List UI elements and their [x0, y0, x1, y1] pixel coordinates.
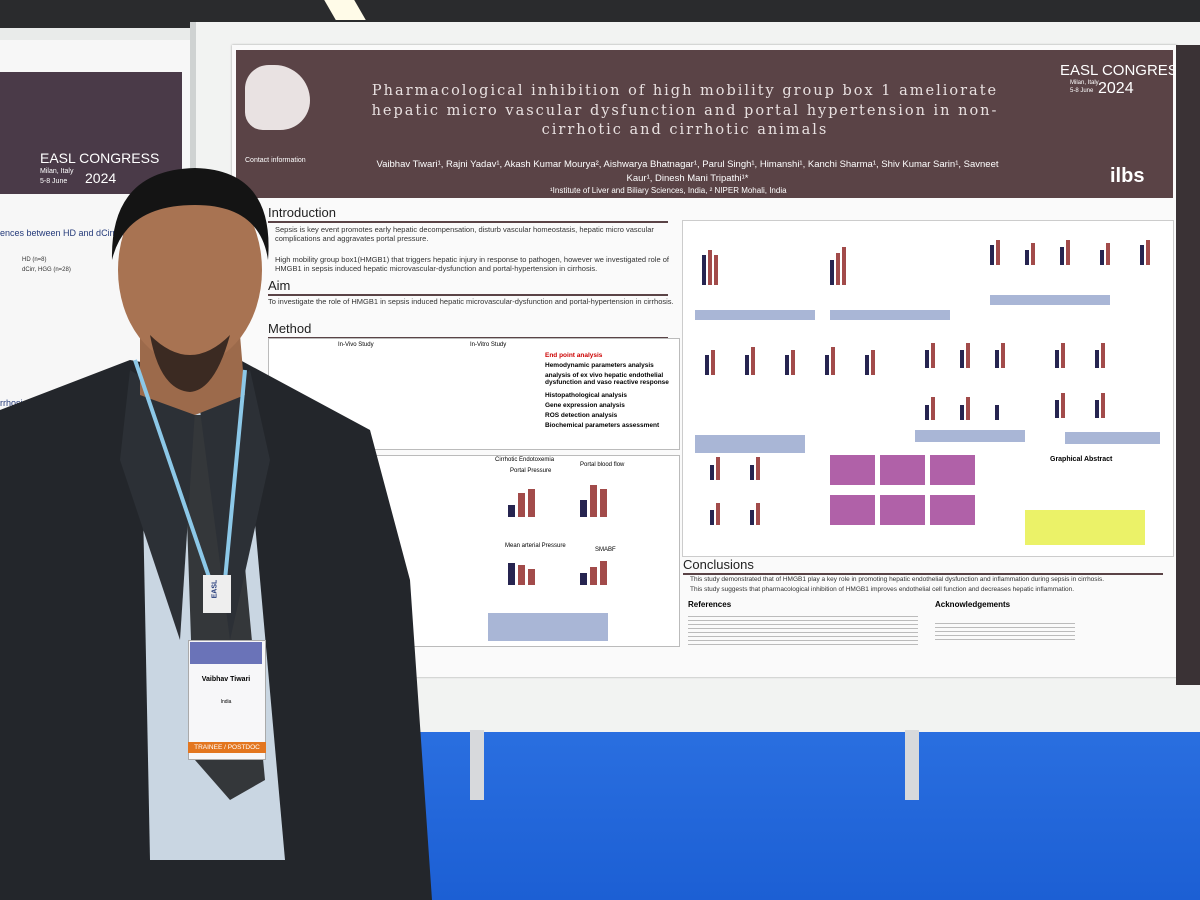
- badge-event: EASL: [211, 579, 219, 599]
- poster-year: 2024: [1098, 80, 1134, 97]
- lapel: [120, 370, 195, 640]
- section-heading: Method: [268, 321, 668, 339]
- left-dates: 5-8 June: [40, 178, 68, 185]
- poster-header: [236, 50, 1173, 198]
- conclusion-item: This study demonstrated that of HMGB1 pl…: [690, 576, 1105, 583]
- intro-text: High mobility group box1(HMGB1) that tri…: [275, 255, 669, 273]
- ack-lines: [935, 620, 1075, 642]
- badge-clip: [203, 575, 231, 613]
- poster-dates: 5-8 June: [1070, 88, 1094, 94]
- badge-role: TRAINEE / POSTDOC: [188, 742, 266, 754]
- board-leg: [905, 730, 919, 800]
- face: [118, 175, 262, 365]
- endpoint: Biochemical parameters assessment: [545, 422, 660, 429]
- endpoint: ROS detection analysis: [545, 412, 618, 419]
- blue-floor: [380, 728, 1200, 900]
- hair: [111, 168, 269, 260]
- poster-place: Milan, Italy: [1070, 80, 1099, 86]
- badge-country: India: [220, 699, 232, 705]
- in-vitro: In-Vitro Study: [470, 342, 507, 348]
- endpoint: End point analysis: [545, 352, 603, 359]
- person: [0, 168, 432, 900]
- endpoint: Gene expression analysis: [545, 402, 625, 409]
- endpoint: analysis of ex vivo hepatic endothelial …: [545, 372, 669, 387]
- section-heading: Conclusions: [683, 557, 1163, 575]
- references: References: [688, 600, 732, 609]
- section-heading: Aim: [268, 278, 668, 296]
- board-leg: [470, 730, 484, 800]
- affiliation: ¹Institute of Liver and Biliary Sciences…: [550, 186, 787, 195]
- results-panel: [682, 220, 1174, 557]
- side-strip: [1176, 45, 1200, 685]
- badge-name: Vaibhav Tiwari: [201, 676, 251, 683]
- left-place: Milan, Italy: [40, 168, 74, 175]
- endpoint: Histopathological analysis: [545, 392, 627, 399]
- badge-header: [190, 642, 262, 664]
- poster-title: Pharmacological inhibition of high mobil…: [371, 83, 999, 139]
- result-bars: [508, 485, 607, 585]
- panel-title: SMABF: [595, 547, 616, 553]
- authors: Vaibhav Tiwari¹, Rajni Yadav¹, Akash Kum…: [376, 159, 999, 185]
- panel-title: Portal Pressure: [510, 468, 552, 474]
- results-heading: Cirrhotic Endotoxemia: [495, 457, 555, 463]
- in-vivo: In-Vivo Study: [338, 342, 374, 348]
- left-poster-header: [0, 72, 182, 194]
- left-legend: dCirr, HGG (n=28): [22, 267, 71, 273]
- liver-icon: [245, 65, 310, 130]
- left-congress: EASL CONGRESS: [40, 150, 160, 166]
- graphical-abstract: Graphical Abstract: [1050, 456, 1113, 463]
- intro-text: Sepsis is key event promotes early hepat…: [275, 225, 654, 243]
- conclusion-item: This study suggests that pharmacological…: [690, 586, 1075, 593]
- caption-box: [488, 613, 608, 641]
- left-legend: HD (n=8): [22, 257, 47, 263]
- left-year: 2024: [85, 170, 117, 186]
- left-heading: ences between HD and dCirr HGG: [0, 228, 139, 238]
- acknowledgements: Acknowledgements: [935, 600, 1011, 609]
- panel-title: Mean arterial Pressure: [505, 543, 566, 549]
- lapel: [200, 370, 270, 640]
- endpoint: Hemodynamic parameters analysis: [545, 362, 654, 369]
- contact: Contact information: [245, 157, 306, 164]
- reference-lines: [688, 613, 918, 648]
- poster-congress: EASL CONGRESS: [1060, 62, 1188, 79]
- lanyard: [133, 359, 247, 581]
- panel-title: Portal blood flow: [580, 462, 625, 468]
- mini-charts: [695, 240, 1160, 545]
- section-heading: Introduction: [268, 205, 668, 223]
- beard: [150, 335, 230, 392]
- logo: ilbs: [1110, 165, 1145, 187]
- aim-text: To investigate the role of HMGB1 in seps…: [268, 297, 674, 306]
